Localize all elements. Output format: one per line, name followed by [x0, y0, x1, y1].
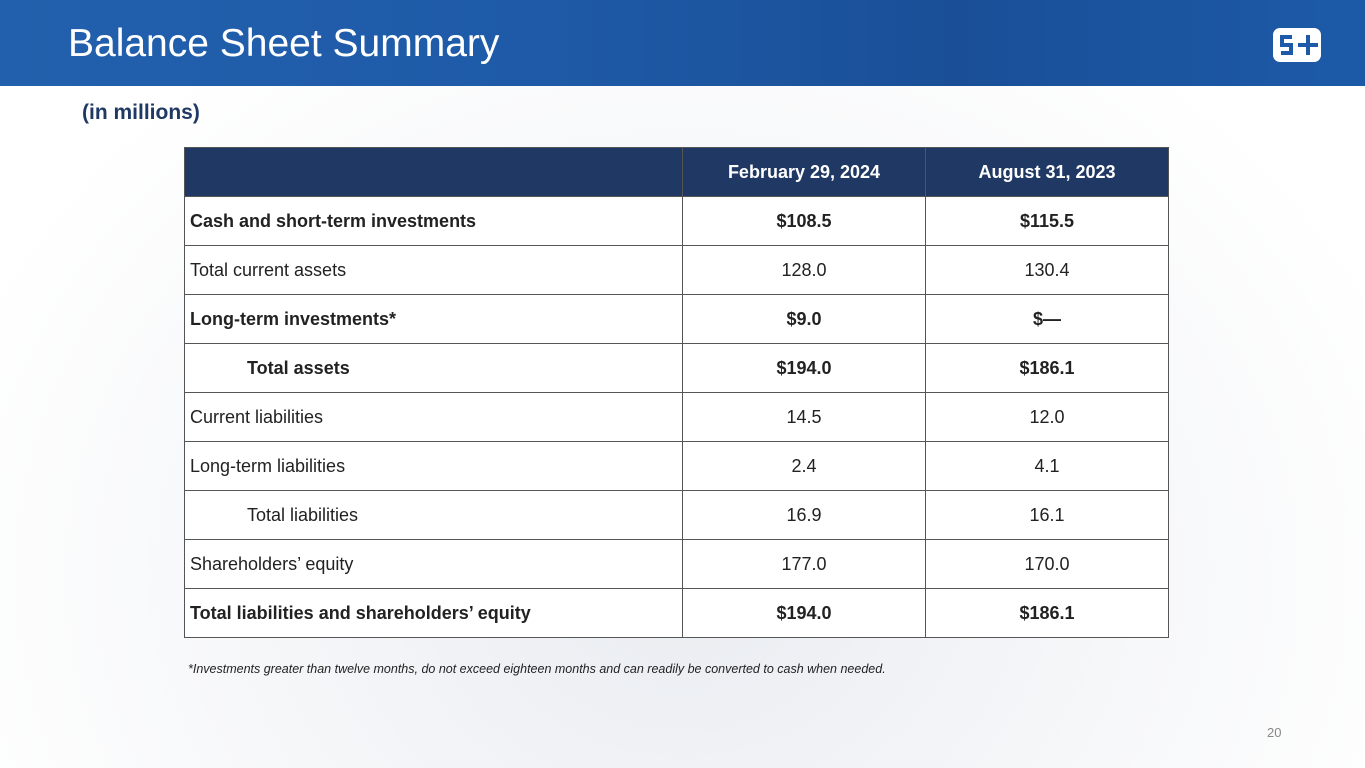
- label-cell: Current liabilities: [184, 392, 683, 442]
- value-cell: 2.4: [682, 441, 926, 491]
- label-cell: Long-term investments*: [184, 294, 683, 344]
- page-number: 20: [1267, 725, 1282, 740]
- label-cell: Total current assets: [184, 245, 683, 295]
- table-row: Current liabilities 14.5 12.0: [184, 392, 1169, 442]
- table-row: Shareholders’ equity 177.0 170.0: [184, 539, 1169, 589]
- table-row: Total assets $194.0 $186.1: [184, 343, 1169, 393]
- value-cell: 12.0: [925, 392, 1169, 442]
- footnote: *Investments greater than twelve months,…: [188, 662, 886, 676]
- label-cell: Total assets: [184, 343, 683, 393]
- value-cell: 177.0: [682, 539, 926, 589]
- slide-title: Balance Sheet Summary: [68, 22, 500, 65]
- label-cell: Long-term liabilities: [184, 441, 683, 491]
- value-cell: $108.5: [682, 196, 926, 246]
- value-cell: $115.5: [925, 196, 1169, 246]
- table-row: Total liabilities and shareholders’ equi…: [184, 588, 1169, 638]
- table-row: Long-term liabilities 2.4 4.1: [184, 441, 1169, 491]
- value-cell: 16.9: [682, 490, 926, 540]
- logo: [1273, 28, 1321, 62]
- value-cell: 14.5: [682, 392, 926, 442]
- header-bar: [0, 0, 1365, 86]
- table-row: Cash and short-term investments $108.5 $11…: [184, 196, 1169, 246]
- value-cell: 130.4: [925, 245, 1169, 295]
- value-cell: $186.1: [925, 343, 1169, 393]
- label-cell: Cash and short-term investments: [184, 196, 683, 246]
- value-cell: 170.0: [925, 539, 1169, 589]
- label-cell: Shareholders’ equity: [184, 539, 683, 589]
- value-cell: $186.1: [925, 588, 1169, 638]
- value-cell: 16.1: [925, 490, 1169, 540]
- header-cell: February 29, 2024: [682, 147, 926, 197]
- table-row: Total current assets 128.0 130.4: [184, 245, 1169, 295]
- value-cell: $9.0: [682, 294, 926, 344]
- value-cell: 128.0: [682, 245, 926, 295]
- value-cell: $194.0: [682, 343, 926, 393]
- label-cell: Total liabilities and shareholders’ equi…: [184, 588, 683, 638]
- header-row: February 29, 2024 August 31, 2023: [184, 147, 1169, 197]
- subtitle: (in millions): [82, 101, 200, 124]
- header-cell: August 31, 2023: [925, 147, 1169, 197]
- table-row: Long-term investments* $9.0 $—: [184, 294, 1169, 344]
- header-cell: [184, 147, 683, 197]
- label-cell: Total liabilities: [184, 490, 683, 540]
- value-cell: $194.0: [682, 588, 926, 638]
- value-cell: $—: [925, 294, 1169, 344]
- balance-table: February 29, 2024 August 31, 2023 Cash an…: [184, 147, 1169, 638]
- value-cell: 4.1: [925, 441, 1169, 491]
- table-row: Total liabilities 16.9 16.1: [184, 490, 1169, 540]
